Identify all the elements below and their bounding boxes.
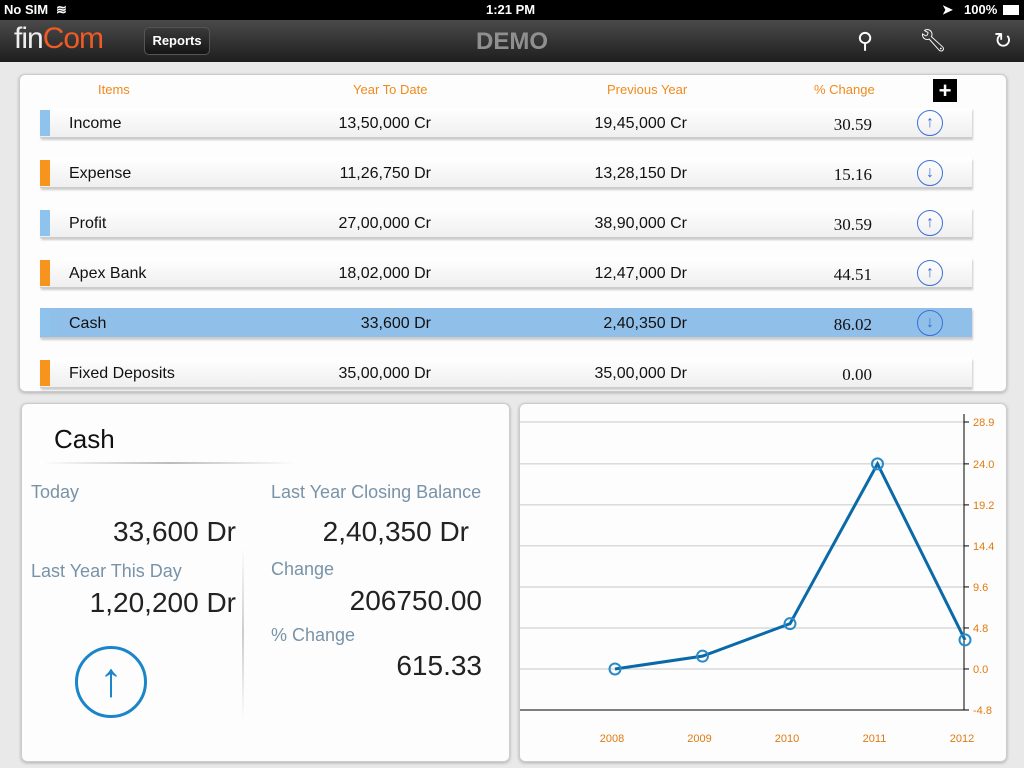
up-arrow-icon: ↑ (75, 646, 147, 718)
row-ytd: 13,50,000 Cr (338, 115, 431, 132)
row-ytd: 18,02,000 Dr (338, 265, 431, 282)
last-year-closing-label: Last Year Closing Balance (271, 482, 482, 502)
last-year-this-day-label: Last Year This Day (31, 561, 182, 581)
refresh-icon[interactable]: ↻ (993, 28, 1013, 53)
row-previous-year: 35,00,000 Dr (594, 365, 687, 382)
arrow-down-icon[interactable]: ↓ (917, 310, 943, 336)
arrow-up-icon[interactable]: ↑ (917, 110, 943, 136)
y-tick-label: 0.0 (973, 664, 988, 676)
table-row[interactable]: Profit 27,00,000 Cr 38,90,000 Cr 30.59 ↑ (40, 208, 972, 238)
last-year-closing-value: 2,40,350 Dr (322, 516, 469, 547)
row-ytd: 33,600 Dr (360, 315, 431, 332)
row-item: Cash (69, 315, 107, 332)
row-change: 30.59 (833, 215, 872, 234)
row-ytd: 35,00,000 Dr (338, 365, 431, 382)
pct-change-label: % Change (271, 625, 356, 645)
row-change: 44.51 (833, 265, 872, 284)
row-previous-year: 13,28,150 Dr (594, 165, 687, 182)
row-item: Expense (69, 165, 132, 182)
y-tick-label: 28.9 (973, 417, 994, 429)
today-value: 33,600 Dr (113, 516, 236, 547)
battery-level: 100% (964, 2, 998, 17)
location-icon: ➤ (942, 2, 953, 17)
y-tick-label: 9.6 (973, 582, 988, 594)
battery-icon (1003, 5, 1019, 15)
row-color-marker (40, 360, 50, 386)
header-items: Items (98, 82, 130, 97)
nav-bar: finCom Reports DEMO ⚲ 🔧︎ ↻ (0, 20, 1024, 62)
row-previous-year: 19,45,000 Cr (594, 115, 687, 132)
x-tick-label: 2012 (950, 733, 974, 745)
row-color-marker (40, 110, 50, 136)
last-year-this-day-value: 1,20,200 Dr (89, 587, 236, 618)
search-icon[interactable]: ⚲ (856, 28, 874, 53)
row-color-marker (40, 260, 50, 286)
wrench-icon[interactable]: 🔧︎ (919, 28, 947, 53)
y-tick-label: 19.2 (973, 500, 994, 512)
row-color-marker (40, 160, 50, 186)
detail-panel: Cash Today 33,600 Dr Last Year This Day … (21, 403, 510, 762)
row-color-marker (40, 310, 50, 336)
arrow-up-icon[interactable]: ↑ (917, 260, 943, 286)
row-ytd: 11,26,750 Dr (339, 165, 431, 182)
change-value: 206750.00 (349, 585, 482, 616)
pct-change-value: 615.33 (396, 650, 482, 681)
y-tick-label: 14.4 (973, 541, 994, 553)
row-item: Income (69, 115, 122, 132)
data-point (608, 662, 622, 676)
x-tick-label: 2010 (775, 733, 799, 745)
divider-vertical (242, 544, 244, 724)
x-tick-label: 2011 (863, 733, 887, 745)
data-point (958, 633, 972, 647)
row-item: Fixed Deposits (69, 365, 175, 382)
add-button[interactable]: + (933, 79, 957, 102)
reports-button[interactable]: Reports (144, 27, 210, 55)
row-previous-year: 38,90,000 Cr (594, 215, 687, 232)
series-line (614, 460, 967, 671)
clock: 1:21 PM (486, 2, 536, 17)
row-item: Profit (69, 215, 107, 232)
y-tick-label: 4.8 (973, 623, 988, 635)
x-tick-label: 2008 (600, 733, 624, 745)
detail-title: Cash (54, 424, 115, 454)
wifi-icon: ≋ (56, 2, 67, 17)
logo: finCom (14, 22, 104, 55)
row-change: 0.00 (842, 365, 872, 384)
table-row[interactable]: Fixed Deposits 35,00,000 Dr 35,00,000 Dr… (40, 358, 972, 388)
row-item: Apex Bank (69, 265, 147, 282)
y-tick-label: -4.8 (973, 705, 992, 717)
chart-panel: -4.8 0.0 4.8 9.6 14.4 19.2 24.0 28.9 2008 2009 201… (519, 403, 1007, 762)
table-row[interactable]: Apex Bank 18,02,000 Dr 12,47,000 Dr 44.5… (40, 258, 972, 288)
data-point (696, 649, 709, 663)
line-chart: -4.8 0.0 4.8 9.6 14.4 19.2 24.0 28.9 2008 2009 201… (520, 414, 994, 745)
header-ytd: Year To Date (353, 82, 428, 97)
row-change: 30.59 (833, 115, 872, 134)
today-label: Today (31, 482, 80, 502)
divider (40, 462, 300, 464)
table-row[interactable]: Income 13,50,000 Cr 19,45,000 Cr 30.59 ↑ (40, 108, 972, 138)
row-color-marker (40, 210, 50, 236)
row-previous-year: 2,40,350 Dr (603, 315, 687, 332)
x-tick-label: 2009 (687, 733, 711, 745)
page-title: DEMO (476, 28, 548, 55)
row-ytd: 27,00,000 Cr (338, 215, 431, 232)
table-row[interactable]: Cash 33,600 Dr 2,40,350 Dr 86.02 ↓ (40, 308, 972, 338)
y-tick-label: 24.0 (973, 459, 994, 471)
arrow-up-icon[interactable]: ↑ (917, 210, 943, 236)
data-point (871, 457, 884, 471)
table-row[interactable]: Expense 11,26,750 Dr 13,28,150 Dr 15.16 ↓ (40, 158, 972, 188)
data-point (783, 617, 797, 631)
row-previous-year: 12,47,000 Dr (594, 265, 687, 282)
header-previous-year: Previous Year (607, 82, 688, 97)
change-label: Change (271, 559, 335, 579)
header-change: % Change (814, 82, 875, 97)
status-bar: No SIM ≋ 1:21 PM ➤ 100% (0, 0, 1024, 20)
row-change: 15.16 (833, 165, 872, 184)
carrier: No SIM (4, 2, 49, 17)
arrow-down-icon[interactable]: ↓ (917, 160, 943, 186)
row-change: 86.02 (833, 315, 872, 334)
